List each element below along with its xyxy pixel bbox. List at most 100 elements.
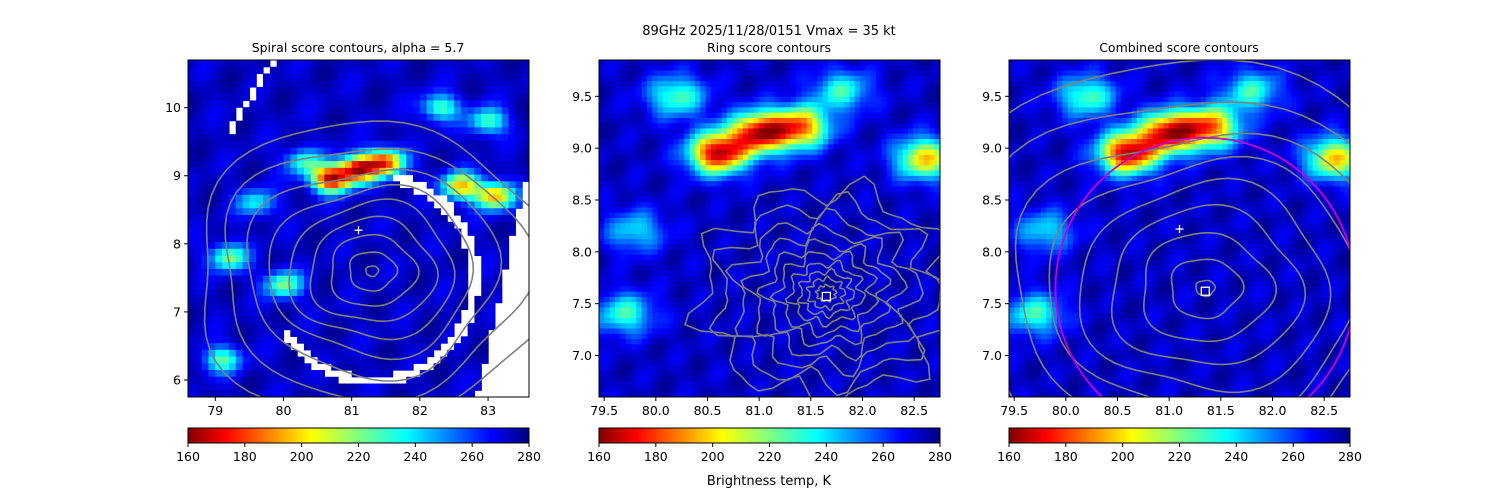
y-tick-label: 9.5 bbox=[982, 89, 1002, 104]
colorbar-tick-label: 240 bbox=[1224, 449, 1248, 464]
panel-1-contours bbox=[684, 175, 940, 397]
colorbar-tick-label: 260 bbox=[460, 449, 484, 464]
x-tick-label: 79.5 bbox=[1000, 403, 1028, 418]
colorbar-tick-label: 280 bbox=[517, 449, 541, 464]
y-tick-label: 7.0 bbox=[982, 348, 1002, 363]
contour-line bbox=[1142, 232, 1278, 343]
colorbar-tick-label: 200 bbox=[290, 449, 314, 464]
y-tick-label: 7.0 bbox=[572, 348, 592, 363]
colorbar-gradient bbox=[598, 427, 941, 444]
contour-line bbox=[365, 265, 380, 278]
contour-line bbox=[268, 183, 475, 361]
y-tick-label: 8.0 bbox=[572, 244, 592, 259]
colorbar-gradient bbox=[1008, 427, 1351, 444]
contour-line bbox=[805, 275, 847, 312]
x-tick-label: 82 bbox=[412, 403, 428, 418]
contour-line bbox=[246, 168, 503, 382]
square-marker bbox=[821, 291, 831, 302]
contour-line bbox=[1078, 177, 1332, 394]
panel-2-frame bbox=[1008, 59, 1351, 398]
contour-line bbox=[1014, 132, 1350, 397]
square-marker bbox=[1200, 286, 1210, 296]
contour-line bbox=[796, 267, 856, 320]
x-tick-label: 82.5 bbox=[1310, 403, 1338, 418]
y-tick-label: 7 bbox=[173, 304, 181, 319]
figure-suptitle: 89GHz 2025/11/28/0151 Vmax = 35 kt bbox=[642, 24, 896, 39]
panel-1: 79.5 80.0 80.5 81.0 81.5 82.0 82.5 7.0 7.5 8.0 8.5… bbox=[572, 59, 952, 464]
colorbar-tick-label: 280 bbox=[928, 449, 952, 464]
colorbar-tick-label: 200 bbox=[701, 449, 725, 464]
colorbar-gradient bbox=[187, 427, 530, 444]
y-tick-label: 8.0 bbox=[982, 244, 1002, 259]
fit-circle bbox=[1054, 136, 1350, 397]
y-tick-label: 8 bbox=[173, 236, 181, 251]
contour-line bbox=[740, 222, 909, 362]
y-tick-label: 6 bbox=[173, 372, 181, 387]
y-tick-label: 9.0 bbox=[982, 141, 1002, 156]
contour-line bbox=[708, 190, 940, 397]
y-tick-label: 9.5 bbox=[572, 89, 592, 104]
x-tick-label: 80.5 bbox=[1104, 403, 1132, 418]
colorbar-tick-label: 180 bbox=[1054, 449, 1078, 464]
y-tick-label: 9 bbox=[173, 168, 181, 183]
contour-line bbox=[769, 250, 880, 339]
x-tick-label: 80 bbox=[276, 403, 292, 418]
contour-line bbox=[1009, 101, 1350, 397]
colorbar-tick-label: 260 bbox=[871, 449, 895, 464]
x-tick-label: 79 bbox=[207, 403, 223, 418]
colorbar-tick-label: 220 bbox=[1168, 449, 1192, 464]
colorbar-tick-label: 160 bbox=[176, 449, 200, 464]
panel-0-frame bbox=[187, 59, 530, 398]
colorbar-tick-label: 160 bbox=[587, 449, 611, 464]
colorbar-tick-label: 220 bbox=[347, 449, 371, 464]
x-tick-label: 82.5 bbox=[900, 403, 928, 418]
y-tick-label: 8.5 bbox=[572, 192, 592, 207]
contour-line bbox=[784, 259, 867, 328]
y-tick-label: 7.5 bbox=[982, 296, 1002, 311]
panel-2: 79.5 80.0 80.5 81.0 81.5 82.0 82.5 7.0 7.5 8.0 8.5… bbox=[982, 59, 1362, 464]
x-tick-label: 81.0 bbox=[745, 403, 773, 418]
panel-2-colorbar: 160 180 200 220 240 260 280 bbox=[997, 427, 1362, 464]
colorbar-tick-label: 160 bbox=[997, 449, 1021, 464]
y-tick-label: 10 bbox=[165, 100, 181, 115]
contour-line bbox=[288, 198, 456, 341]
x-tick-label: 82.0 bbox=[849, 403, 877, 418]
contour-line bbox=[309, 215, 439, 323]
panel-1-title: Ring score contours bbox=[707, 40, 831, 55]
x-tick-label: 79.5 bbox=[590, 403, 618, 418]
contour-line bbox=[756, 238, 892, 348]
panel-2-title: Combined score contours bbox=[1099, 40, 1259, 55]
colorbar-tick-label: 200 bbox=[1111, 449, 1135, 464]
colorbar-tick-label: 180 bbox=[644, 449, 668, 464]
contour-line bbox=[1110, 203, 1307, 366]
contour-line bbox=[684, 175, 940, 397]
panel-2-contours bbox=[1009, 60, 1350, 397]
cross-marker bbox=[354, 226, 363, 235]
x-tick-label: 81.5 bbox=[1207, 403, 1235, 418]
cross-marker bbox=[1175, 225, 1184, 234]
colorbar-label: Brightness temp, K bbox=[707, 474, 832, 489]
colorbar-tick-label: 260 bbox=[1281, 449, 1305, 464]
contour-line bbox=[203, 120, 529, 397]
x-tick-label: 81.5 bbox=[797, 403, 825, 418]
panel-1-frame bbox=[598, 59, 941, 398]
x-tick-label: 81 bbox=[344, 403, 360, 418]
colorbar-tick-label: 220 bbox=[758, 449, 782, 464]
colorbar-tick-label: 240 bbox=[403, 449, 427, 464]
x-tick-label: 80.5 bbox=[694, 403, 722, 418]
contour-line bbox=[330, 233, 420, 307]
y-tick-label: 8.5 bbox=[982, 192, 1002, 207]
contour-line bbox=[348, 251, 399, 292]
x-tick-label: 80.0 bbox=[1052, 403, 1080, 418]
contour-line bbox=[1195, 279, 1217, 298]
x-tick-label: 80.0 bbox=[642, 403, 670, 418]
panel-1-colorbar: 160 180 200 220 240 260 280 bbox=[587, 427, 952, 464]
contour-line bbox=[1048, 155, 1350, 397]
contour-line bbox=[224, 148, 529, 397]
x-tick-label: 82.0 bbox=[1259, 403, 1287, 418]
colorbar-tick-label: 240 bbox=[814, 449, 838, 464]
panel-0: 79 80 81 82 83 6 7 8 9 10 160 180 200 220 240 260 280 bbox=[165, 59, 541, 464]
panel-0-colorbar: 160 180 200 220 240 260 280 bbox=[176, 427, 541, 464]
colorbar-tick-label: 180 bbox=[233, 449, 257, 464]
